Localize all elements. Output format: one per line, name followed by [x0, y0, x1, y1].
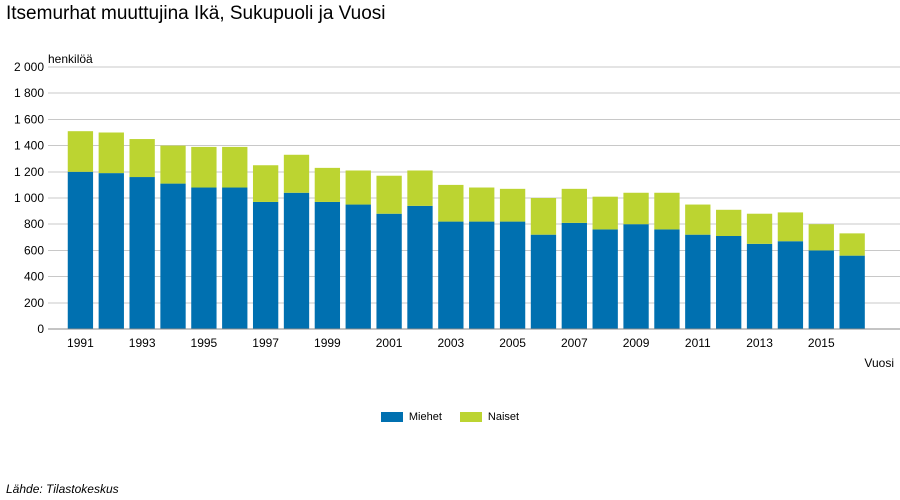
bar-miehet [592, 229, 618, 329]
bar-naiset [716, 209, 742, 236]
y-tick-label: 2 000 [14, 60, 44, 74]
bar-naiset [438, 184, 464, 222]
x-tick-label: 2015 [808, 336, 835, 350]
bar-miehet [746, 243, 773, 329]
legend-item-miehet[interactable]: Miehet [380, 411, 442, 423]
bar-miehet [67, 171, 94, 329]
bar-miehet [191, 187, 217, 329]
x-tick-label: 2013 [746, 336, 773, 350]
bar-miehet [376, 213, 402, 329]
x-tick-label: 2005 [499, 336, 526, 350]
x-tick-label: 1993 [129, 336, 156, 350]
y-tick-label: 1 600 [14, 112, 44, 126]
x-tick-label: 2007 [561, 336, 588, 350]
chart-title: Itsemurhat muuttujina Ikä, Sukupuoli ja … [6, 3, 386, 24]
bar-naiset [345, 170, 371, 205]
source-note: Lähde: Tilastokeskus [6, 482, 119, 496]
x-tick-label: 1997 [252, 336, 279, 350]
bar-miehet [716, 235, 742, 329]
bar-naiset [376, 175, 402, 214]
bar-naiset [67, 131, 94, 172]
bar-miehet [654, 229, 680, 329]
bar-miehet [561, 222, 587, 329]
x-tick-label: 2003 [437, 336, 464, 350]
bar-naiset [252, 165, 279, 202]
bar-naiset [407, 170, 433, 206]
y-tick-label: 0 [37, 322, 44, 336]
bar-miehet [839, 255, 865, 329]
bar-miehet [222, 187, 248, 329]
bar-naiset [839, 233, 865, 256]
bar-naiset [469, 187, 495, 222]
bar-naiset [530, 198, 557, 235]
bar-miehet [283, 192, 310, 329]
x-tick-label: 2011 [685, 336, 711, 350]
bar-miehet [314, 201, 341, 329]
bar-naiset [222, 146, 248, 188]
bar-naiset [777, 212, 804, 242]
x-tick-label: 1999 [314, 336, 341, 350]
bar-naiset [808, 224, 834, 251]
y-tick-label: 1 800 [14, 86, 44, 100]
bar-naiset [191, 146, 217, 188]
y-tick-label: 1 000 [14, 191, 44, 205]
bar-naiset [561, 188, 587, 223]
bar-naiset [160, 145, 186, 184]
y-tick-label: 600 [24, 243, 44, 257]
bar-naiset [592, 196, 618, 230]
bar-naiset [129, 139, 155, 178]
bar-miehet [530, 234, 557, 329]
legend-swatch-miehet [380, 412, 403, 422]
bar-miehet [252, 201, 279, 329]
bar-naiset [314, 167, 341, 202]
bar-naiset [685, 204, 711, 235]
bar-naiset [283, 154, 310, 193]
bar-miehet [438, 221, 464, 329]
y-axis-unit-label: henkilöä [48, 52, 93, 66]
bar-miehet [685, 234, 711, 329]
x-tick-label: 1995 [191, 336, 218, 350]
legend-swatch-naiset [459, 412, 482, 422]
legend-label-miehet: Miehet [408, 411, 442, 423]
bar-naiset [98, 132, 124, 174]
bar-naiset [654, 192, 680, 230]
x-tick-label: 2009 [623, 336, 650, 350]
y-tick-label: 800 [24, 217, 44, 231]
bar-miehet [469, 221, 495, 329]
x-axis-title: Vuosi [864, 356, 894, 370]
bar-miehet [129, 177, 155, 329]
bar-miehet [160, 183, 186, 329]
y-tick-label: 1 400 [14, 139, 44, 153]
bar-naiset [746, 213, 773, 244]
legend-item-naiset[interactable]: Naiset [459, 411, 520, 423]
bar-miehet [499, 221, 526, 329]
y-tick-label: 1 200 [14, 165, 44, 179]
y-tick-label: 400 [24, 270, 44, 284]
bar-miehet [345, 204, 371, 329]
legend-label-naiset: Naiset [487, 411, 520, 423]
y-tick-label: 200 [24, 296, 44, 310]
bar-miehet [623, 224, 649, 329]
legend: Miehet Naiset [0, 411, 900, 423]
bar-miehet [98, 173, 124, 329]
x-tick-label: 2001 [376, 336, 403, 350]
bar-naiset [623, 192, 649, 225]
bar-naiset [499, 188, 526, 222]
bar-miehet [808, 250, 834, 329]
x-tick-label: 1991 [67, 336, 94, 350]
bar-miehet [407, 205, 433, 329]
bar-miehet [777, 241, 804, 329]
